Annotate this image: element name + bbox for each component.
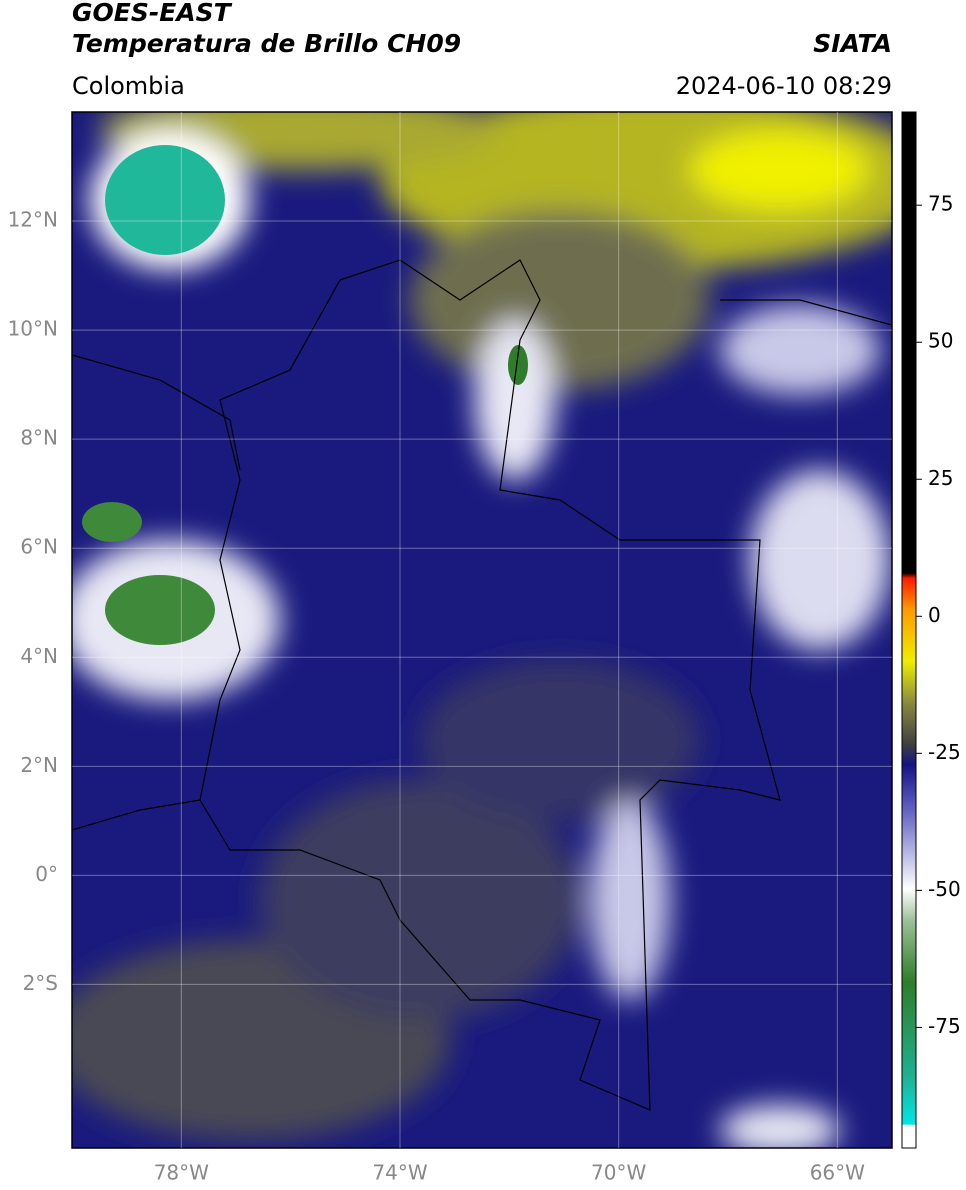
colorbar-tick-label: 50 [928,329,953,353]
lat-tick-label: 10°N [8,317,58,341]
lon-tick-label: 78°W [154,1161,209,1185]
colorbar-tick-label: 0 [928,603,941,627]
colorbar-tick-label: 25 [928,466,953,490]
lon-tick-label: 66°W [810,1161,865,1185]
source: SIATA [813,29,892,58]
colorbar-tick-label: 75 [928,192,953,216]
colorbar-tick-label: -75 [928,1014,961,1038]
timestamp: 2024-06-10 08:29 [676,72,892,100]
lat-tick-label: 4°N [20,644,58,668]
lat-tick-label: 12°N [8,208,58,232]
region: Colombia [72,72,185,100]
lat-tick-label: 8°N [20,426,58,450]
lon-tick-label: 70°W [591,1161,646,1185]
map-frame [71,111,893,1149]
colorbar [901,111,917,1149]
satellite-image [72,112,892,1148]
lat-tick-label: 6°N [20,535,58,559]
lon-tick-label: 74°W [372,1161,427,1185]
colorbar-tick-label: -25 [928,740,961,764]
colorbar-tick-label: -50 [928,877,961,901]
lat-tick-label: 0° [35,862,58,886]
title: GOES-EAST [72,0,233,27]
subtitle: Temperatura de Brillo CH09 [72,29,461,58]
lat-tick-label: 2°S [23,971,58,995]
lat-tick-label: 2°N [20,753,58,777]
